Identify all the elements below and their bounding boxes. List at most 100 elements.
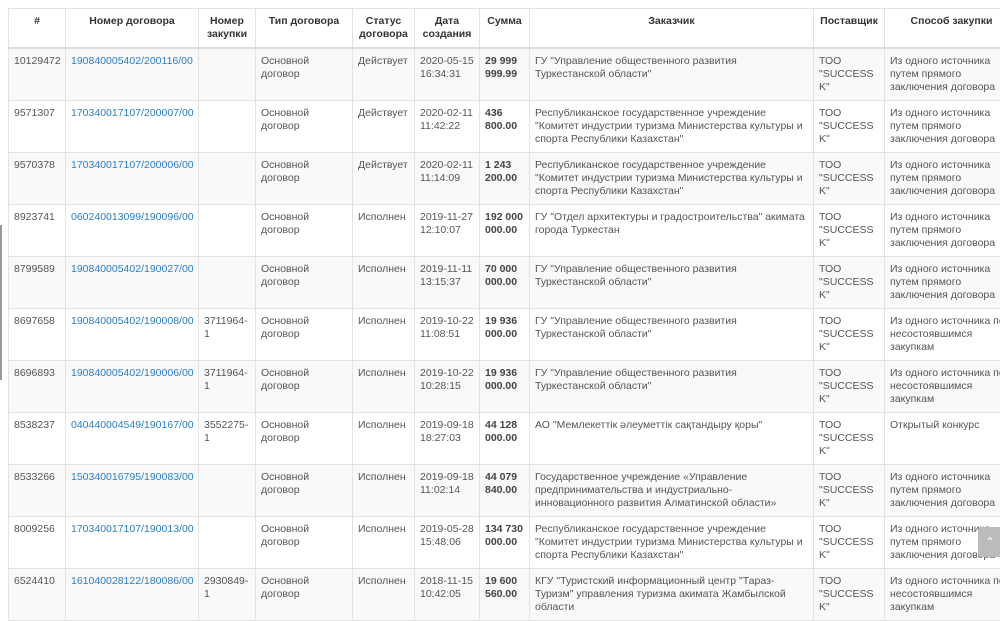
procurement-method-cell: Из одного источника путем прямого заключ… xyxy=(885,257,1000,309)
created-date-cell: 2020-02-11 11:14:09 xyxy=(415,153,480,205)
contract-number-link-cell: 161040028122/180086/00 xyxy=(66,569,199,621)
amount-cell: 19 600 560.00 xyxy=(480,569,530,621)
customer-cell: ГУ "Отдел архитектуры и градостроительст… xyxy=(530,205,814,257)
purchase-number-cell xyxy=(199,101,256,153)
contract-status-cell: Исполнен xyxy=(353,257,415,309)
amount-cell: 44 128 000.00 xyxy=(480,413,530,465)
contract-status-cell: Исполнен xyxy=(353,309,415,361)
procurement-method-cell: Из одного источника по несостоявшимся за… xyxy=(885,309,1000,361)
contract-number-link[interactable]: 190840005402/190027/00 xyxy=(71,263,194,275)
contract-number-link-cell: 060240013099/190096/00 xyxy=(66,205,199,257)
amount-cell: 436 800.00 xyxy=(480,101,530,153)
contract-number-link-cell: 040440004549/190167/00 xyxy=(66,413,199,465)
customer-cell: ГУ "Управление общественного развития Ту… xyxy=(530,309,814,361)
purchase-number-cell: 3711964-1 xyxy=(199,309,256,361)
supplier-cell: ТОО "SUCCESS K" xyxy=(814,309,885,361)
amount-cell: 134 730 000.00 xyxy=(480,517,530,569)
created-date-cell: 2019-11-11 13:15:37 xyxy=(415,257,480,309)
scroll-to-top-button[interactable]: ⌃ xyxy=(978,527,1000,557)
created-date-cell: 2019-11-27 12:10:07 xyxy=(415,205,480,257)
contract-number-link[interactable]: 161040028122/180086/00 xyxy=(71,575,194,587)
customer-cell: Республиканское государственное учрежден… xyxy=(530,101,814,153)
chevron-up-icon: ⌃ xyxy=(985,535,995,549)
row-id-cell: 8696893 xyxy=(9,361,66,413)
purchase-number-cell: 2930849-1 xyxy=(199,569,256,621)
contract-type-cell: Основной договор xyxy=(256,101,353,153)
customer-cell: АО "Мемлекеттік әлеуметтік сақтандыру қо… xyxy=(530,413,814,465)
column-header: Номер закупки xyxy=(199,9,256,49)
supplier-cell: ТОО "SUCCESS K" xyxy=(814,101,885,153)
contract-type-cell: Основной договор xyxy=(256,569,353,621)
column-header: Способ закупки xyxy=(885,9,1000,49)
supplier-cell: ТОО "SUCCESS K" xyxy=(814,361,885,413)
supplier-cell: ТОО "SUCCESS K" xyxy=(814,569,885,621)
contract-status-cell: Исполнен xyxy=(353,465,415,517)
purchase-number-cell xyxy=(199,517,256,569)
row-id-cell: 10129472 xyxy=(9,48,66,101)
supplier-cell: ТОО "SUCCESS K" xyxy=(814,517,885,569)
procurement-method-cell: Из одного источника путем прямого заключ… xyxy=(885,205,1000,257)
contract-status-cell: Исполнен xyxy=(353,569,415,621)
row-id-cell: 8799589 xyxy=(9,257,66,309)
contract-number-link[interactable]: 150340016795/190083/00 xyxy=(71,471,194,483)
created-date-cell: 2018-11-15 10:42:05 xyxy=(415,569,480,621)
supplier-cell: ТОО "SUCCESS K" xyxy=(814,465,885,517)
table-row: 10129472 190840005402/200116/00 Основной д… xyxy=(9,48,1000,101)
contract-type-cell: Основной договор xyxy=(256,205,353,257)
column-header: Номер договора xyxy=(66,9,199,49)
created-date-cell: 2019-05-28 15:48:06 xyxy=(415,517,480,569)
created-date-cell: 2020-05-15 16:34:31 xyxy=(415,48,480,101)
created-date-cell: 2019-10-22 10:28:15 xyxy=(415,361,480,413)
contract-type-cell: Основной договор xyxy=(256,48,353,101)
contract-number-link[interactable]: 040440004549/190167/00 xyxy=(71,419,194,431)
contract-number-link[interactable]: 060240013099/190096/00 xyxy=(71,211,194,223)
contract-status-cell: Действует xyxy=(353,101,415,153)
contract-number-link[interactable]: 190840005402/200116/00 xyxy=(71,55,193,67)
contract-type-cell: Основной договор xyxy=(256,257,353,309)
created-date-cell: 2020-02-11 11:42:22 xyxy=(415,101,480,153)
customer-cell: Республиканское государственное учрежден… xyxy=(530,517,814,569)
contract-number-link[interactable]: 170340017107/200007/00 xyxy=(71,107,194,119)
contract-number-link[interactable]: 170340017107/200006/00 xyxy=(71,159,194,171)
contract-number-link-cell: 190840005402/190027/00 xyxy=(66,257,199,309)
purchase-number-cell xyxy=(199,465,256,517)
contract-number-link[interactable]: 190840005402/190008/00 xyxy=(71,315,194,327)
contract-type-cell: Основной договор xyxy=(256,361,353,413)
customer-cell: Государственное учреждение «Управление п… xyxy=(530,465,814,517)
contract-number-link[interactable]: 190840005402/190006/00 xyxy=(71,367,194,379)
row-id-cell: 9571307 xyxy=(9,101,66,153)
created-date-cell: 2019-09-18 11:02:14 xyxy=(415,465,480,517)
procurement-method-cell: Из одного источника путем прямого заключ… xyxy=(885,465,1000,517)
procurement-method-cell: Из одного источника по несостоявшимся за… xyxy=(885,361,1000,413)
contract-status-cell: Исполнен xyxy=(353,205,415,257)
contract-number-link-cell: 190840005402/200116/00 xyxy=(66,48,199,101)
supplier-cell: ТОО "SUCCESS K" xyxy=(814,413,885,465)
amount-cell: 70 000 000.00 xyxy=(480,257,530,309)
contract-number-link[interactable]: 170340017107/190013/00 xyxy=(71,523,194,535)
customer-cell: КГУ "Туристский информационный центр "Та… xyxy=(530,569,814,621)
created-date-cell: 2019-09-18 18:27:03 xyxy=(415,413,480,465)
supplier-cell: ТОО "SUCCESS K" xyxy=(814,257,885,309)
row-id-cell: 9570378 xyxy=(9,153,66,205)
contract-type-cell: Основной договор xyxy=(256,413,353,465)
contract-status-cell: Действует xyxy=(353,48,415,101)
purchase-number-cell xyxy=(199,205,256,257)
contract-type-cell: Основной договор xyxy=(256,517,353,569)
amount-cell: 192 000 000.00 xyxy=(480,205,530,257)
purchase-number-cell: 3552275-1 xyxy=(199,413,256,465)
purchase-number-cell xyxy=(199,257,256,309)
procurement-method-cell: Из одного источника путем прямого заключ… xyxy=(885,48,1000,101)
amount-cell: 44 079 840.00 xyxy=(480,465,530,517)
amount-cell: 29 999 999.99 xyxy=(480,48,530,101)
contract-number-link-cell: 190840005402/190008/00 xyxy=(66,309,199,361)
contract-status-cell: Исполнен xyxy=(353,413,415,465)
contract-status-cell: Исполнен xyxy=(353,361,415,413)
procurement-method-cell: Из одного источника путем прямого заключ… xyxy=(885,153,1000,205)
column-header: Дата создания xyxy=(415,9,480,49)
